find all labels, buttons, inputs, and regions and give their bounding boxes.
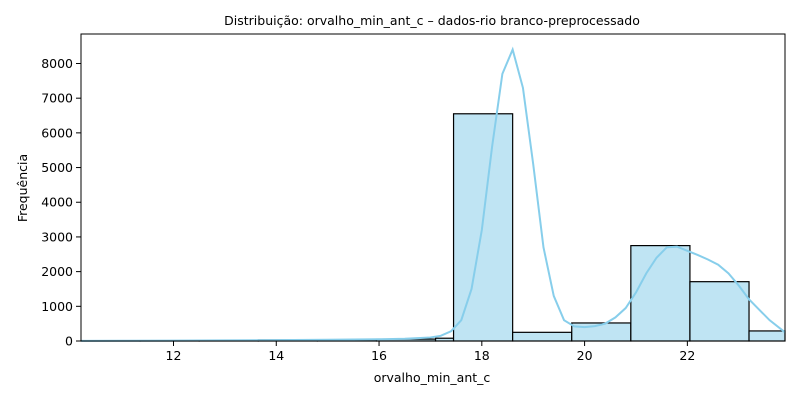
bars-layer bbox=[80, 113, 786, 342]
x-tick-label: 16 bbox=[371, 348, 387, 363]
y-tick-label: 7000 bbox=[41, 91, 73, 106]
y-tick-label: 8000 bbox=[41, 56, 73, 71]
y-tick-label: 6000 bbox=[41, 125, 73, 140]
y-tick-label: 1000 bbox=[41, 299, 73, 314]
histogram-bar bbox=[689, 281, 750, 342]
chart-title: Distribuição: orvalho_min_ant_c – dados-… bbox=[224, 13, 640, 28]
x-tick-label: 20 bbox=[577, 348, 593, 363]
kde-curve bbox=[80, 46, 786, 342]
histogram-bar bbox=[630, 245, 691, 342]
x-axis-ticks: 12 14 16 18 20 22 bbox=[166, 341, 695, 363]
y-tick-label: 4000 bbox=[41, 195, 73, 210]
y-axis-label: Frequência bbox=[15, 154, 30, 222]
x-axis-label: orvalho_min_ant_c bbox=[374, 370, 491, 385]
x-tick-label: 14 bbox=[268, 348, 284, 363]
plot-frame bbox=[80, 33, 786, 342]
histogram-bar bbox=[571, 322, 632, 342]
y-tick-label: 2000 bbox=[41, 264, 73, 279]
y-axis-ticks: 0 1000 2000 3000 4000 5000 6000 7000 8000 bbox=[41, 56, 81, 349]
y-tick-label: 0 bbox=[65, 334, 73, 349]
y-tick-label: 3000 bbox=[41, 229, 73, 244]
x-tick-label: 22 bbox=[679, 348, 695, 363]
histogram-bar bbox=[512, 331, 573, 342]
x-tick-label: 18 bbox=[474, 348, 490, 363]
x-tick-label: 12 bbox=[166, 348, 182, 363]
histogram-bar bbox=[748, 330, 786, 342]
y-tick-label: 5000 bbox=[41, 160, 73, 175]
